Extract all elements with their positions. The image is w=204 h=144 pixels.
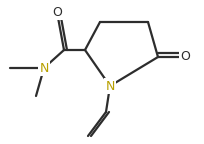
Text: N: N (105, 79, 115, 92)
Text: O: O (180, 51, 190, 64)
Text: O: O (52, 5, 62, 18)
Text: N: N (39, 61, 49, 74)
